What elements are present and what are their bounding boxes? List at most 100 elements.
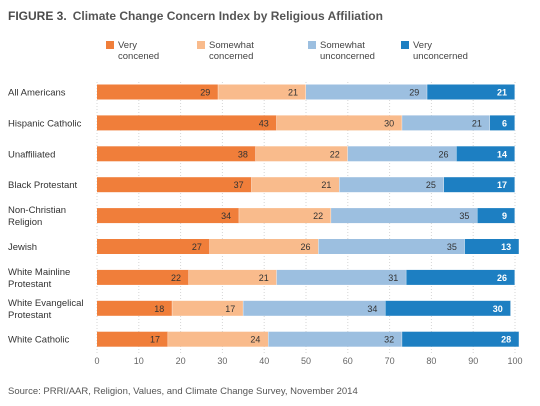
data-label: 34 xyxy=(221,211,231,221)
figure-title: FIGURE 3. Climate Change Concern Index by… xyxy=(8,9,383,23)
bar-segment xyxy=(456,146,515,162)
bar-segment xyxy=(209,239,319,254)
data-label: 17 xyxy=(497,180,507,190)
x-tick-label: 80 xyxy=(426,356,436,366)
bar-segment xyxy=(97,300,173,316)
bar-segment xyxy=(172,300,244,316)
data-label: 26 xyxy=(497,273,507,283)
bar-segment xyxy=(188,269,277,285)
x-tick-label: 50 xyxy=(301,356,311,366)
figure-title-text: Climate Change Concern Index by Religiou… xyxy=(72,9,383,23)
data-label: 18 xyxy=(154,304,164,314)
legend-swatch xyxy=(106,41,114,49)
bar-segment xyxy=(385,300,511,316)
row-label: Jewish xyxy=(8,242,37,253)
bar-segment xyxy=(97,208,240,224)
data-label: 21 xyxy=(472,118,482,128)
bar-segment xyxy=(97,331,169,347)
data-label: 29 xyxy=(200,88,210,98)
bar-segment xyxy=(97,269,189,285)
legend-label: unconcerned xyxy=(320,51,375,62)
row-label: Black Protestant xyxy=(8,180,78,191)
bar-segment xyxy=(255,146,348,162)
legend-swatch xyxy=(308,41,316,49)
row-label: Non-Christian Religion xyxy=(8,205,66,228)
data-label: 30 xyxy=(384,118,394,128)
bar-segment xyxy=(347,146,457,162)
bar-segment xyxy=(243,300,386,316)
data-label: 9 xyxy=(502,211,507,221)
row-label: Unaffiliated xyxy=(8,149,55,160)
data-label: 34 xyxy=(367,304,377,314)
data-label: 43 xyxy=(259,118,269,128)
x-tick-label: 20 xyxy=(176,356,186,366)
data-label: 26 xyxy=(301,242,311,252)
data-label: 21 xyxy=(288,88,298,98)
bar-segment xyxy=(427,84,515,100)
data-label: 26 xyxy=(438,149,448,159)
bar-segment xyxy=(168,331,269,347)
bar-segment xyxy=(339,177,444,193)
bar-segment xyxy=(97,177,252,193)
data-label: 6 xyxy=(502,118,507,128)
data-label: 28 xyxy=(501,335,511,345)
data-label: 27 xyxy=(192,242,202,252)
data-label: 17 xyxy=(150,335,160,345)
bar-segment xyxy=(402,331,520,347)
bar-segment xyxy=(276,269,407,285)
legend-label: concened xyxy=(118,51,160,62)
x-tick-label: 10 xyxy=(134,356,144,366)
legend-label: Very xyxy=(118,40,138,51)
x-tick-label: 100 xyxy=(507,356,522,366)
data-label: 21 xyxy=(497,88,507,98)
bar-segment xyxy=(489,115,515,131)
data-label: 25 xyxy=(426,180,436,190)
legend-item: Somewhat concerned xyxy=(197,40,254,62)
legend-swatch xyxy=(197,41,205,49)
bar-segment xyxy=(464,239,520,254)
bar-segment xyxy=(218,84,306,100)
data-label: 17 xyxy=(225,304,235,314)
data-label: 30 xyxy=(493,304,503,314)
legend-item: Very unconcerned xyxy=(401,40,468,62)
data-label: 37 xyxy=(234,180,244,190)
data-label: 22 xyxy=(313,211,323,221)
bar-segment xyxy=(97,239,210,254)
legend-label: Somewhat xyxy=(209,40,254,51)
bar-segment xyxy=(97,146,256,162)
bar-segment xyxy=(239,208,332,224)
row-label: White Catholic xyxy=(8,335,69,346)
legend-item: Somewhat unconcerned xyxy=(308,40,375,62)
source-note: Source: PRRI/AAR, Religion, Values, and … xyxy=(8,386,358,397)
x-tick-label: 0 xyxy=(94,356,99,366)
legend-label: Somewhat xyxy=(320,40,365,51)
legend-label: concerned xyxy=(209,51,254,62)
legend-label: unconcerned xyxy=(413,51,468,62)
bar-segment xyxy=(402,115,490,131)
x-tick-label: 90 xyxy=(468,356,478,366)
row-label: Hispanic Catholic xyxy=(8,118,82,129)
data-label: 14 xyxy=(497,149,507,159)
legend: Very concened Somewhat concerned Somewhat unc… xyxy=(0,40,540,70)
bar-segment xyxy=(477,208,515,224)
bar-segment xyxy=(306,84,428,100)
bar-segment xyxy=(97,84,219,100)
legend-label: Very xyxy=(413,40,433,51)
bar-segment xyxy=(443,177,515,193)
data-label: 32 xyxy=(384,335,394,345)
bar-segment xyxy=(318,239,465,254)
data-label: 35 xyxy=(459,211,469,221)
x-tick-label: 30 xyxy=(217,356,227,366)
row-label: White Evangelical Protestant xyxy=(8,298,84,321)
data-label: 35 xyxy=(447,242,457,252)
data-label: 22 xyxy=(171,273,181,283)
bar-segment xyxy=(276,115,403,131)
bar-segment xyxy=(251,177,340,193)
figure-number: FIGURE 3. xyxy=(8,9,67,23)
data-label: 13 xyxy=(501,242,511,252)
legend-swatch xyxy=(401,41,409,49)
data-label: 31 xyxy=(388,273,398,283)
legend-item: Very concened xyxy=(106,40,160,62)
bar-segment xyxy=(97,115,277,131)
